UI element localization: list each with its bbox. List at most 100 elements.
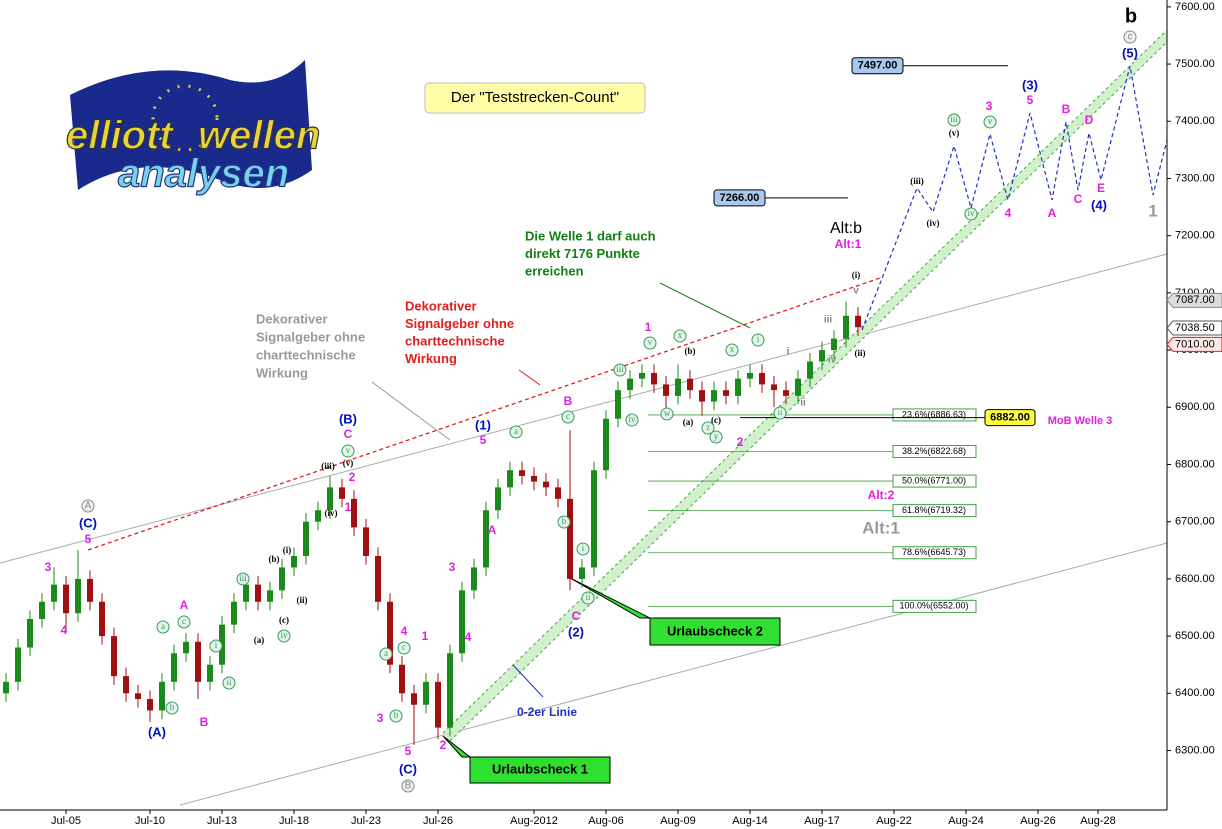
candle-body bbox=[747, 372, 753, 379]
candle-body bbox=[495, 487, 501, 511]
candle-body bbox=[855, 315, 861, 328]
candle-body bbox=[135, 693, 141, 700]
y-tick-label: 6300.00 bbox=[1175, 744, 1215, 756]
fib-label: 100.0%(6552.00) bbox=[899, 601, 968, 611]
candle-body bbox=[819, 350, 825, 362]
wave-label: (iii) bbox=[910, 176, 924, 186]
note-text: 0-2er Linie bbox=[517, 705, 577, 719]
candle-body bbox=[195, 641, 201, 682]
pointer-line bbox=[371, 381, 451, 441]
wave-label: c bbox=[182, 616, 186, 626]
x-tick-label: Jul-26 bbox=[423, 815, 453, 827]
price-tag-label: 7010.00 bbox=[1175, 338, 1215, 350]
logo-flag bbox=[70, 60, 312, 190]
candle-body bbox=[207, 664, 213, 682]
candle-body bbox=[147, 699, 153, 711]
note-text: Dekorativer bbox=[256, 311, 328, 326]
pointer-line bbox=[518, 369, 541, 386]
wave-circle bbox=[576, 542, 590, 556]
note-text: Wirkung bbox=[405, 351, 457, 366]
candle-body bbox=[279, 567, 285, 591]
candle-body bbox=[39, 601, 45, 619]
fib-label-box bbox=[892, 599, 977, 613]
wave-circle bbox=[947, 113, 961, 127]
price-tag bbox=[1166, 320, 1222, 336]
y-tick-label: 7200.00 bbox=[1175, 230, 1215, 242]
wave-label: 4 bbox=[61, 623, 68, 637]
wave-label: (v) bbox=[949, 128, 960, 138]
candle-body bbox=[579, 567, 585, 579]
target-label: 7497.00 bbox=[858, 60, 898, 72]
note-text: erreichen bbox=[525, 263, 584, 278]
channel-band bbox=[443, 30, 1167, 741]
wave-label: i bbox=[757, 334, 760, 344]
wave-label: (ii) bbox=[855, 348, 866, 358]
note-text: charttechnische bbox=[256, 347, 356, 362]
pointer-line bbox=[512, 664, 544, 698]
x-tick-label: Aug-06 bbox=[588, 815, 623, 827]
x-tick-label: Aug-14 bbox=[732, 815, 767, 827]
fib-label: 78.6%(6645.73) bbox=[902, 547, 966, 557]
wave-circle bbox=[277, 629, 291, 643]
wave-label: (iv) bbox=[927, 218, 940, 228]
wave-label: Alt:1 bbox=[862, 518, 900, 537]
candle-body bbox=[315, 510, 321, 522]
wave-label: (a) bbox=[683, 417, 694, 427]
wave-label: (i) bbox=[852, 270, 861, 280]
pointer-line bbox=[659, 282, 751, 329]
wave-label: (A) bbox=[148, 724, 166, 739]
price-tag bbox=[1166, 292, 1222, 308]
wave-label: MoB Welle 3 bbox=[1048, 415, 1113, 427]
candle-body bbox=[123, 676, 129, 694]
wave-label: (3) bbox=[1022, 77, 1038, 92]
x-tick-label: Aug-26 bbox=[1020, 815, 1055, 827]
wave-label: 5 bbox=[85, 532, 92, 546]
fib-label: 38.2%(6822.68) bbox=[902, 446, 966, 456]
logo: elliott wellen analysen bbox=[65, 60, 321, 196]
wave-label: 3 bbox=[449, 560, 456, 574]
x-tick-label: Aug-22 bbox=[876, 815, 911, 827]
wave-label: 1 bbox=[345, 500, 352, 514]
wave-circle bbox=[156, 620, 170, 634]
wave-label: 3 bbox=[45, 560, 52, 574]
wave-label: iv bbox=[280, 630, 288, 640]
x-tick-label: Jul-10 bbox=[135, 815, 165, 827]
wave-circle bbox=[341, 444, 355, 458]
wave-label: Alt:b bbox=[830, 220, 862, 237]
wave-label: E bbox=[1097, 181, 1105, 195]
wave-label: (iii) bbox=[321, 461, 335, 471]
wave-label: (C) bbox=[79, 515, 97, 530]
candle-body bbox=[291, 556, 297, 568]
wave-circle bbox=[222, 676, 236, 690]
wave-circle bbox=[209, 639, 223, 653]
candle-body bbox=[531, 475, 537, 482]
candle-body bbox=[243, 584, 249, 602]
note-text: Signalgeber ohne bbox=[256, 329, 365, 344]
wave-label: C bbox=[344, 427, 353, 441]
candle-body bbox=[831, 338, 837, 351]
x-tick-label: Aug-28 bbox=[1080, 815, 1115, 827]
wave-label: v bbox=[346, 445, 351, 455]
x-tick-label: Aug-09 bbox=[660, 815, 695, 827]
candle-body bbox=[567, 498, 573, 579]
candle-body bbox=[459, 590, 465, 654]
candle-body bbox=[171, 653, 177, 682]
wave-label: ii bbox=[226, 677, 232, 687]
candle-body bbox=[87, 578, 93, 602]
candle-body bbox=[375, 556, 381, 602]
candle-body bbox=[591, 470, 597, 568]
wave-label: A bbox=[180, 598, 189, 612]
wave-circle bbox=[725, 343, 739, 357]
candle-body bbox=[555, 487, 561, 499]
wave-label: x bbox=[730, 344, 735, 354]
wave-label: C bbox=[572, 609, 581, 623]
wave-label: B bbox=[564, 394, 573, 408]
candle-body bbox=[99, 601, 105, 637]
y-tick-label: 7600.00 bbox=[1175, 1, 1215, 13]
candle-body bbox=[687, 378, 693, 391]
candle-body bbox=[339, 487, 345, 499]
wave-label: i bbox=[582, 543, 585, 553]
candle-body bbox=[387, 601, 393, 665]
wave-label: (5) bbox=[1122, 45, 1138, 60]
